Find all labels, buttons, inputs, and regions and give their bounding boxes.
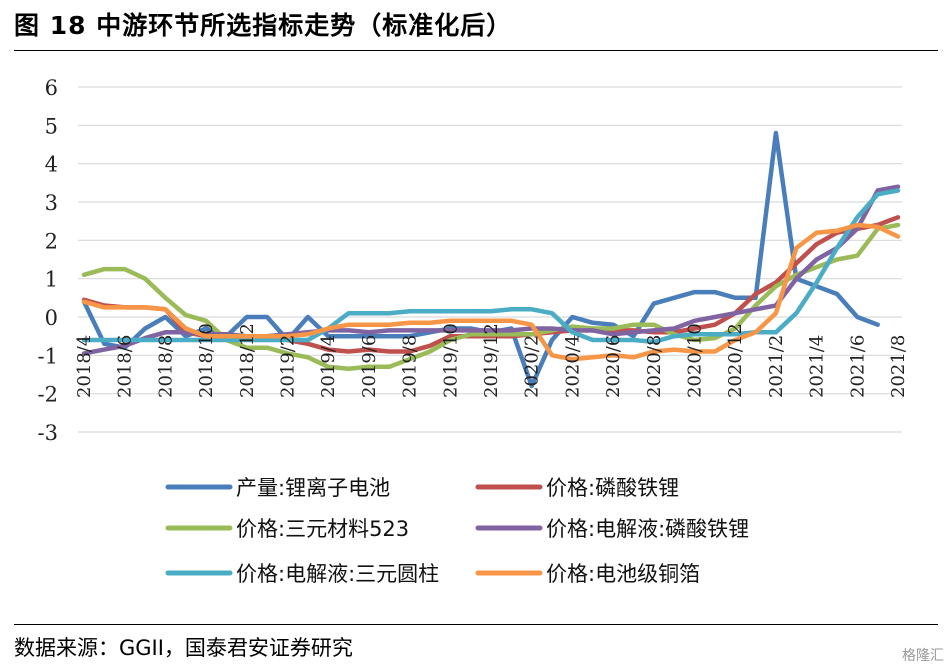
source-note: 数据来源：GGII，国泰君安证券研究 [14,636,353,660]
x-tick-label: 2021/2 [766,335,787,398]
x-tick-label: 2019/8 [400,335,421,398]
x-tick-label: 2019/6 [359,335,380,398]
y-tick-label: 4 [45,153,58,177]
x-tick-label: 2018/10 [196,323,217,398]
y-axis-tick-labels: 6 5 4 3 2 1 0 -1 -2 -3 [38,76,58,445]
y-tick-label: 3 [45,191,58,215]
x-tick-label: 2021/6 [847,335,868,398]
series-line-5 [81,222,901,362]
y-tick-label: -1 [38,344,58,368]
x-tick-label: 2020/6 [603,335,624,398]
title-rule [14,50,938,51]
x-tick-label: 2018/8 [155,335,176,398]
y-tick-label: -2 [38,383,58,407]
legend-label: 产量:锂离子电池 [236,476,390,500]
y-tick-label: 5 [45,114,58,138]
x-tick-label: 2018/12 [237,323,258,398]
y-tick-label: 0 [45,306,58,330]
y-tick-label: 2 [45,229,58,253]
y-tick-label: -3 [38,421,58,445]
legend-label: 价格:电解液:磷酸铁锂 [546,517,749,541]
source-rule [14,624,938,625]
watermark: 格隆汇 [902,648,944,664]
legend-label: 价格:磷酸铁锂 [546,476,679,500]
x-tick-label: 2020/4 [562,335,583,398]
x-tick-label: 2019/4 [318,335,339,398]
x-tick-label: 2021/4 [807,335,828,398]
x-tick-label: 2020/2 [522,335,543,398]
x-tick-label: 2018/6 [115,335,136,398]
figure-title: 图 18 中游环节所选指标走势（标准化后） [14,11,513,40]
series-lines [81,130,901,389]
legend-label: 价格:电池级铜箔 [546,562,700,586]
x-tick-label: 2020/10 [685,323,706,398]
x-tick-label: 2018/4 [74,335,95,398]
series-line-4 [81,188,901,345]
x-tick-label: 2020/12 [725,323,746,398]
x-axis-tick-labels: 2018/4 2018/6 2018/8 2018/10 2018/12 2019/2 20… [74,323,909,398]
y-tick-label: 6 [45,76,58,100]
grid-lines [78,86,902,433]
x-tick-label: 2019/10 [440,323,461,398]
x-tick-label: 2021/8 [888,335,909,398]
x-tick-label: 2020/8 [644,335,665,398]
x-tick-label: 2019/2 [278,335,299,398]
legend-label: 价格:三元材料523 [236,517,409,541]
y-tick-label: 1 [45,268,58,292]
x-tick-label: 2019/12 [481,323,502,398]
legend-label: 价格:电解液:三元圆柱 [236,562,439,586]
